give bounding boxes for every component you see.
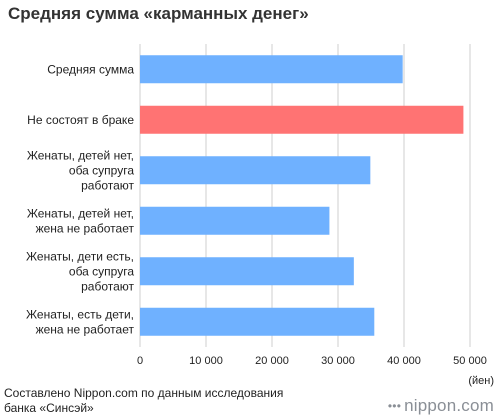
bar: [140, 55, 403, 84]
source-note: Составлено Nippon.com по данным исследов…: [4, 386, 364, 416]
brand-name: nippon.com: [404, 396, 494, 415]
category-label-line: оба супруга: [69, 264, 134, 278]
category-label-line: Женаты, детей нет,: [27, 148, 134, 162]
category-label-line: Женаты, дети есть,: [26, 249, 134, 263]
x-tick-label: 20 000: [255, 355, 289, 367]
x-tick-label: 30 000: [321, 355, 355, 367]
x-tick-label: 50 000: [453, 355, 487, 367]
category-label: Средняя сумма: [47, 62, 134, 76]
brand-dots-icon: •••: [387, 399, 402, 413]
category-label: Женаты, детей нет, жена не работает: [27, 206, 135, 235]
brand-logo: ••• nippon.com: [388, 396, 494, 416]
category-labels: Средняя сумма Не состоят в браке Женаты, д…: [26, 62, 134, 336]
x-tick-label: 10 000: [189, 355, 223, 367]
category-label-line: Женаты, есть дети,: [26, 307, 134, 321]
bars: [140, 55, 464, 336]
source-line-1: Составлено Nippon.com по данным исследов…: [4, 386, 284, 400]
category-label: Не состоят в браке: [27, 113, 134, 127]
category-label: Женаты, дети есть, оба супруга работают: [26, 249, 134, 293]
bar: [140, 307, 375, 336]
category-label-line: работают: [81, 279, 134, 293]
category-label-line: оба супруга: [69, 163, 134, 177]
x-tick-labels: 0 10 000 20 000 30 000 40 000 50 000: [137, 355, 487, 367]
x-axis-unit-label: (йен): [468, 375, 494, 387]
grid-lines: [139, 44, 471, 347]
source-line-2: банка «Синсэй»: [4, 401, 94, 415]
category-label-line: Женаты, детей нет,: [27, 206, 134, 220]
category-label-line: жена не работает: [36, 221, 135, 235]
category-label-line: жена не работает: [36, 322, 135, 336]
bar-chart: Средняя сумма Не состоят в браке Женаты, д…: [26, 44, 487, 367]
x-tick-label: 0: [137, 355, 143, 367]
category-label: Женаты, есть дети, жена не работает: [26, 307, 134, 336]
chart-title: Средняя сумма «карманных денег»: [8, 4, 309, 23]
bar: [140, 257, 354, 286]
category-label-line: Не состоят в браке: [27, 113, 134, 127]
bar: [140, 206, 330, 235]
category-label-line: Средняя сумма: [47, 62, 134, 76]
category-label: Женаты, детей нет, оба супруга работают: [27, 148, 135, 192]
x-tick-label: 40 000: [387, 355, 421, 367]
bar: [140, 156, 371, 185]
bar: [140, 105, 464, 134]
category-label-line: работают: [81, 178, 134, 192]
